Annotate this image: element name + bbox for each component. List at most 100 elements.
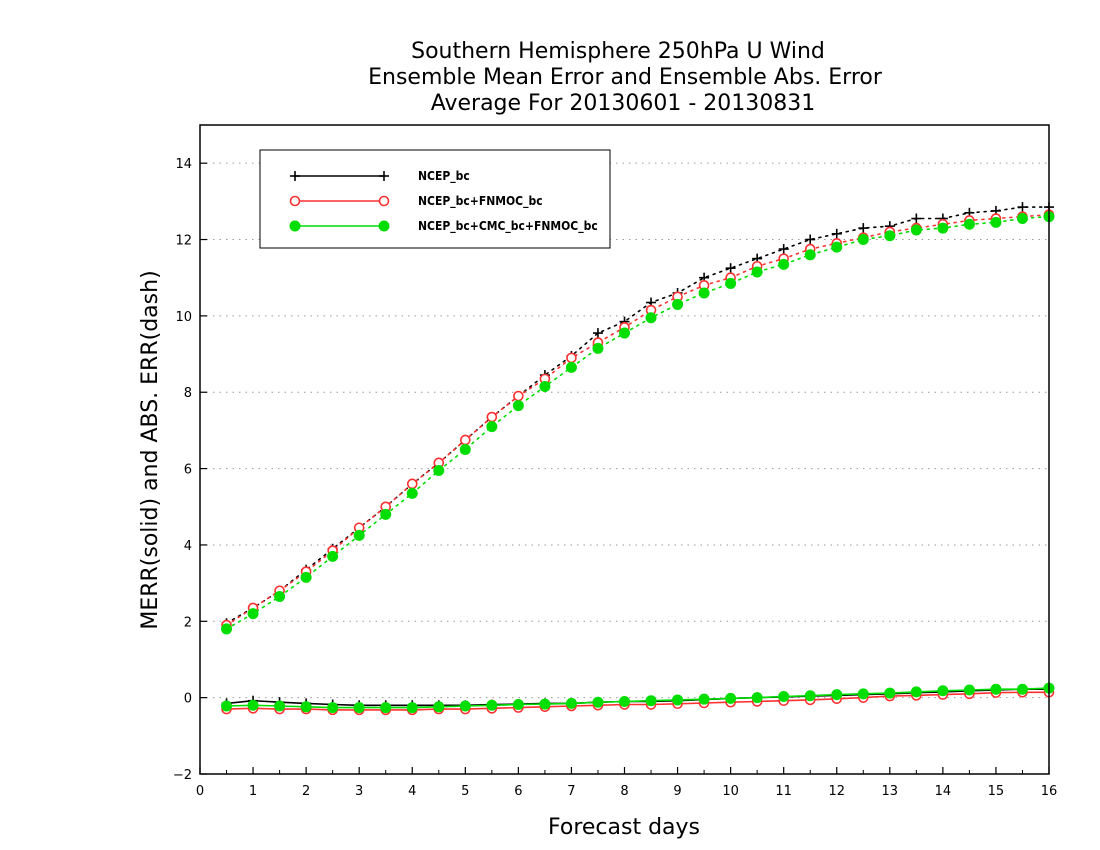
legend-label: NCEP_bc [418,169,470,184]
y-tick-label: −2 [173,768,192,783]
merr-point [539,698,551,710]
abs-err-line [225,206,1050,625]
x-tick-label: 3 [355,784,363,799]
legend: NCEP_bc NCEP_bc+FNMOC_bc NCEP_bc+CMC_bc+FN… [259,149,611,249]
merr-point [751,692,763,704]
abs-err-point [619,327,630,339]
merr-point [327,702,339,714]
abs-err-point [805,234,816,245]
abs-err-point [327,550,339,562]
abs-err-point [513,390,524,402]
abs-err-point [963,218,975,230]
abs-err-point [406,487,418,499]
chart-title: Southern Hemisphere 250hPa U Wind Ensemb… [368,39,883,116]
y-tick-label: 14 [175,157,192,172]
merr-point [619,695,630,707]
merr-point [990,683,1002,695]
abs-err-point [990,216,1002,228]
abs-err-point [486,411,498,423]
abs-err-point [645,312,657,324]
abs-err-point [486,421,498,433]
title-line-1: Southern Hemisphere 250hPa U Wind [411,39,825,64]
x-axis-label: Forecast days [548,815,700,840]
merr-point [910,686,922,698]
y-tick-label: 6 [184,463,192,478]
x-tick-label: 9 [673,784,681,799]
x-tick-label: 12 [828,784,845,799]
x-tick-label: 16 [1041,784,1058,799]
abs-err-point [698,287,710,299]
abs-err-line [225,213,1050,626]
abs-err-point [725,263,736,274]
merr-point [592,696,604,708]
abs-err-point [406,478,418,490]
x-tick-label: 6 [514,784,522,799]
abs-err-point [300,571,312,583]
merr-point [804,690,816,702]
legend-marker [290,171,300,181]
abs-err-point [937,222,949,234]
merr-point [645,695,657,707]
merr-point [963,684,975,696]
abs-err-point [221,623,233,635]
abs-err-point [539,381,551,393]
abs-err-point [592,342,604,354]
x-tick-label: 14 [935,784,952,799]
legend-marker [378,195,390,207]
abs-err-point [566,352,577,364]
abs-err-point [831,228,842,239]
abs-err-point [858,223,869,234]
merr-point [459,700,471,712]
abs-err-point [353,529,365,541]
abs-err-point [274,590,286,602]
merr-point [221,700,233,712]
abs-err-point [459,444,471,455]
legend-box [259,149,611,249]
y-axis-label: MERR(solid) and ABS. ERR(dash) [138,270,163,629]
x-tick-label: 2 [302,784,310,799]
abs-err-point [751,266,763,278]
merr-point [698,693,710,705]
merr-point [884,687,896,699]
abs-err-point [247,608,259,620]
abs-err-point [778,244,789,255]
abs-err-point [910,224,922,236]
legend-marker [289,195,301,207]
y-tick-label: 4 [184,539,192,554]
x-tick-label: 11 [775,784,792,799]
abs-err-point [460,434,471,446]
abs-err-point [565,361,577,373]
merr-point [1016,683,1028,695]
abs-err-point [433,464,445,476]
abs-err-point [380,508,392,520]
abs-err-point [1017,202,1028,213]
merr-point [353,702,365,714]
merr-point [857,688,869,700]
legend-marker [379,171,389,181]
y-tick-label: 10 [175,310,192,325]
title-line-2: Ensemble Mean Error and Ensemble Abs. Er… [368,65,883,90]
merr-point [725,692,737,704]
abs-err-point [884,230,896,242]
x-tick-label: 5 [461,784,469,799]
x-tick-label: 0 [196,784,204,799]
abs-err-point [672,298,684,310]
x-tick-label: 8 [620,784,628,799]
x-tick-label: 1 [249,784,257,799]
x-tick-label: 4 [408,784,416,799]
abs-err-point [857,234,869,246]
merr-point [274,700,286,712]
x-tick-label: 10 [722,784,739,799]
legend-marker [378,220,390,232]
merr-point [672,694,684,706]
y-tick-label: 2 [184,615,192,630]
abs-err-point [831,241,843,253]
merr-point [433,701,445,713]
x-tick-label: 7 [567,784,575,799]
x-tick-label: 13 [882,784,899,799]
merr-point [486,699,498,711]
abs-err-point [592,328,603,339]
legend-label: NCEP_bc+CMC_bc+FNMOC_bc [418,219,598,234]
